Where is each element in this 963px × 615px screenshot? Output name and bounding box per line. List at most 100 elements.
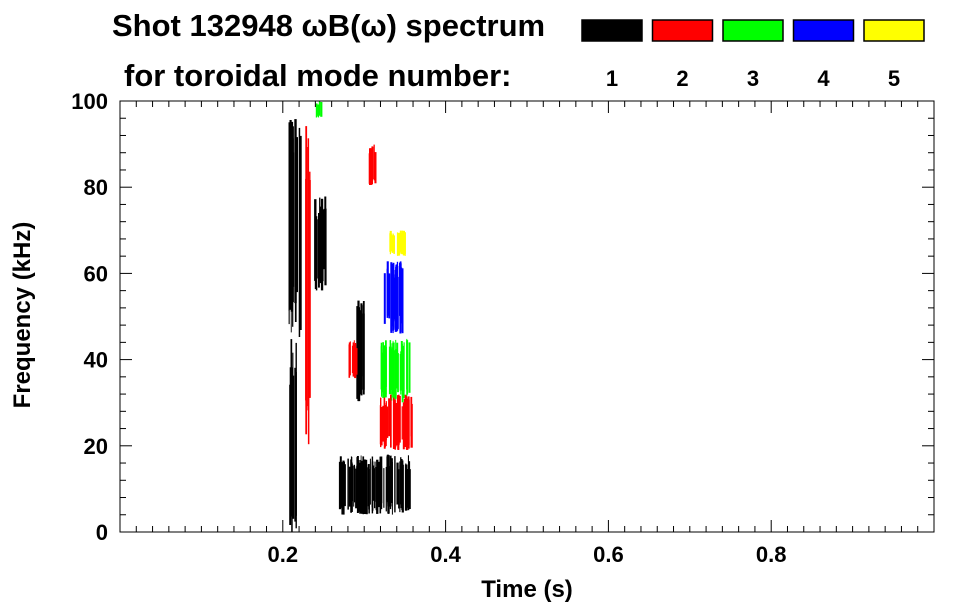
series-5-mark — [397, 236, 400, 254]
series-1-mark — [289, 384, 292, 525]
y-tick-label: 20 — [84, 434, 108, 459]
series-3-mark — [401, 345, 404, 403]
legend-swatch-4 — [792, 19, 855, 42]
series-1-mark — [378, 461, 381, 508]
series-5-mark — [402, 230, 405, 256]
series-3-region-1 — [380, 338, 411, 403]
legend-label-3: 3 — [747, 66, 759, 91]
series-2-mark — [407, 396, 410, 445]
legend-label-5: 5 — [888, 66, 900, 91]
series-3-mark — [400, 351, 402, 395]
series-2-region-1 — [379, 394, 413, 450]
series-1-mark — [375, 467, 378, 511]
series-4-mark — [388, 273, 391, 319]
series-2-mark — [395, 403, 398, 446]
chart-title: Shot 132948 ωB(ω) spectrum — [112, 8, 545, 43]
series-2-region-4 — [348, 340, 358, 379]
y-tick-label: 0 — [96, 520, 108, 545]
series-2-mark — [354, 344, 357, 379]
series-1-mark — [350, 460, 352, 505]
series-2-mark — [383, 396, 385, 438]
series-2-mark — [351, 345, 354, 374]
series-1-mark — [359, 310, 362, 394]
series-1-mark — [363, 459, 366, 514]
series-1-mark — [358, 460, 360, 512]
series-1-mark — [360, 459, 362, 506]
x-tick-label: 0.6 — [593, 542, 624, 567]
series-3-mark — [395, 339, 397, 395]
x-axis-label: Time (s) — [481, 576, 573, 603]
series-1-mark — [295, 342, 297, 529]
series-2-mark — [381, 407, 383, 446]
series-1-mark — [391, 462, 393, 515]
series-1-mark — [315, 216, 318, 291]
series-1-mark — [353, 464, 355, 502]
legend-swatch-5 — [863, 19, 925, 42]
series-3-mark — [320, 102, 323, 117]
series-1-mark — [371, 456, 374, 514]
series-2-mark — [374, 152, 377, 184]
series-1-region-2 — [289, 339, 297, 532]
y-tick-label: 80 — [84, 175, 108, 200]
series-1-mark — [394, 456, 396, 513]
series-4-mark — [401, 268, 404, 334]
plot-frame — [119, 100, 935, 533]
data-layer — [288, 101, 413, 532]
series-1-mark — [292, 352, 294, 493]
series-1-mark — [348, 466, 351, 507]
series-4-mark — [390, 274, 392, 331]
legend-label-1: 1 — [606, 66, 618, 91]
series-5-mark — [404, 232, 406, 256]
series-2-mark — [410, 396, 413, 437]
series-1-mark — [365, 459, 368, 514]
series-1-mark — [347, 458, 349, 510]
legend-label-4: 4 — [817, 66, 830, 91]
series-1-mark — [369, 458, 371, 505]
series-2-mark — [401, 406, 403, 440]
series-2-mark — [384, 405, 387, 447]
x-tick-label: 0.2 — [268, 542, 299, 567]
y-tick-label: 40 — [84, 348, 108, 373]
series-1-mark — [362, 301, 365, 395]
series-2-mark — [386, 406, 389, 438]
series-2-mark — [390, 394, 392, 448]
axes: 0 20 40 60 80 100 0.2 0.4 0.6 0.8 — [71, 89, 935, 567]
series-1-mark — [404, 464, 408, 511]
series-5-mark — [393, 235, 395, 254]
series-5-region-1 — [389, 230, 406, 256]
series-1-mark — [340, 463, 342, 504]
series-3-mark — [316, 103, 318, 115]
series-2-region-2 — [305, 126, 311, 445]
series-3-mark — [403, 343, 405, 392]
series-1-mark — [389, 466, 392, 507]
series-3-mark — [315, 103, 317, 118]
series-2-mark — [307, 138, 310, 411]
series-1-mark — [385, 466, 387, 512]
series-2-mark — [380, 397, 382, 448]
series-2-mark — [403, 399, 406, 447]
series-1-mark — [358, 321, 361, 402]
legend-swatch-3 — [722, 19, 784, 42]
series-1-mark — [290, 121, 294, 312]
series-1-mark — [288, 122, 290, 311]
legend: 1 2 3 4 5 — [581, 19, 925, 91]
series-1-mark — [398, 469, 400, 509]
series-5 — [389, 230, 406, 256]
x-tick-label: 0.8 — [756, 542, 787, 567]
series-2-mark — [382, 405, 385, 442]
series-3-mark — [381, 349, 383, 397]
series-1-mark — [296, 137, 298, 293]
series-2-mark — [396, 399, 400, 446]
series-2-mark — [402, 402, 405, 450]
series-1-mark — [363, 460, 365, 501]
series-1-mark — [374, 461, 376, 502]
series-1-mark — [317, 219, 320, 279]
series-4-mark — [386, 268, 389, 318]
y-tick-label: 60 — [84, 261, 108, 286]
series-1 — [288, 119, 411, 532]
series-2-region-3 — [368, 144, 377, 185]
series-1-mark — [314, 199, 317, 281]
series-3-mark — [318, 101, 321, 116]
series-2-mark — [349, 341, 351, 376]
series-4 — [383, 261, 404, 334]
